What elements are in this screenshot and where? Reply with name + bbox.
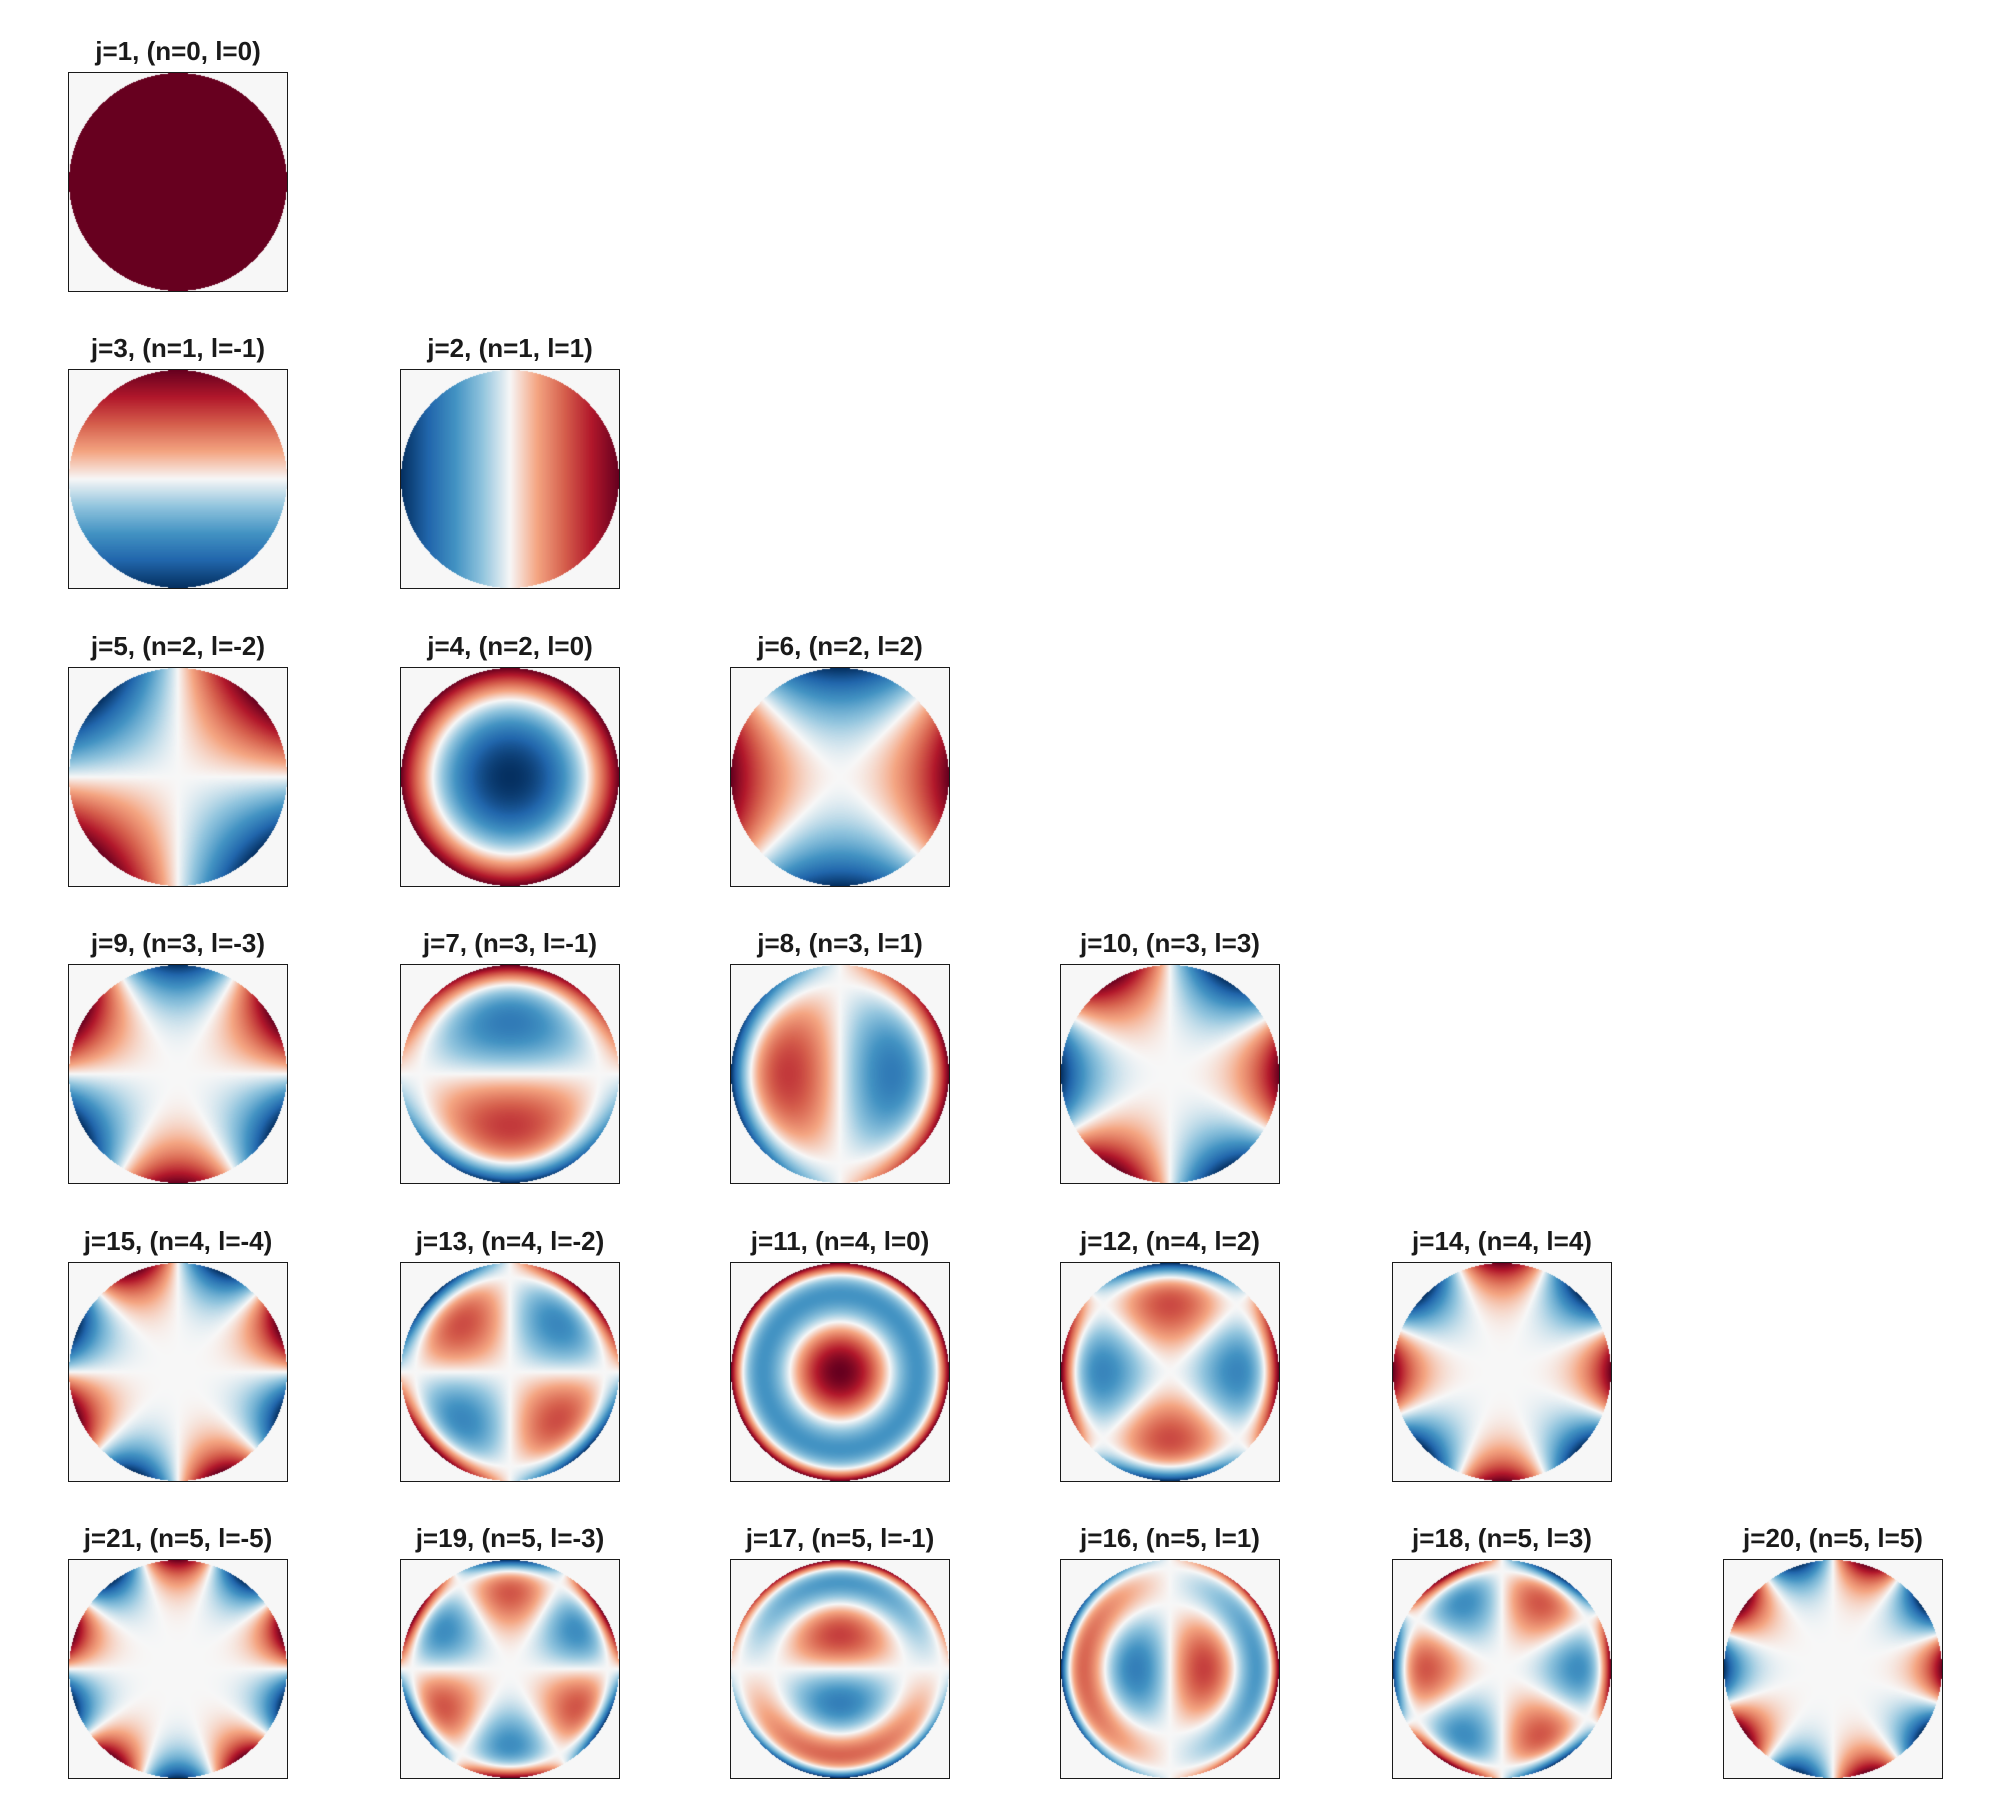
- panel-title: j=16, (n=5, l=1): [1080, 1523, 1260, 1553]
- zernike-panel: j=14, (n=4, l=4): [1392, 1224, 1612, 1484]
- zernike-heatmap: [401, 668, 619, 886]
- panel-title: j=7, (n=3, l=-1): [422, 928, 598, 958]
- zernike-panel: j=6, (n=2, l=2): [730, 629, 950, 889]
- zernike-plot: [400, 369, 620, 589]
- panel-title: j=20, (n=5, l=5): [1743, 1523, 1923, 1553]
- zernike-plot: [400, 1559, 620, 1779]
- panel-title: j=13, (n=4, l=-2): [415, 1226, 605, 1256]
- panel-title: j=8, (n=3, l=1): [757, 928, 923, 958]
- zernike-panel: j=3, (n=1, l=-1): [68, 331, 288, 591]
- panel-title: j=12, (n=4, l=2): [1080, 1226, 1260, 1256]
- zernike-plot: [400, 667, 620, 887]
- zernike-panel: j=8, (n=3, l=1): [730, 926, 950, 1186]
- panel-title: j=19, (n=5, l=-3): [415, 1523, 605, 1553]
- zernike-panel: j=5, (n=2, l=-2): [68, 629, 288, 889]
- zernike-panel: j=19, (n=5, l=-3): [400, 1521, 620, 1781]
- zernike-plot: [730, 1559, 950, 1779]
- zernike-panel: j=12, (n=4, l=2): [1060, 1224, 1280, 1484]
- zernike-panel: j=16, (n=5, l=1): [1060, 1521, 1280, 1781]
- panel-title: j=2, (n=1, l=1): [427, 333, 593, 363]
- zernike-panel: j=20, (n=5, l=5): [1723, 1521, 1943, 1781]
- zernike-heatmap: [1393, 1560, 1611, 1778]
- panel-title: j=14, (n=4, l=4): [1412, 1226, 1592, 1256]
- panel-title: j=21, (n=5, l=-5): [83, 1523, 273, 1553]
- zernike-heatmap: [401, 1263, 619, 1481]
- zernike-panel: j=2, (n=1, l=1): [400, 331, 620, 591]
- zernike-heatmap: [69, 668, 287, 886]
- zernike-heatmap: [1061, 1560, 1279, 1778]
- panel-title: j=11, (n=4, l=0): [750, 1226, 930, 1256]
- zernike-heatmap: [731, 668, 949, 886]
- zernike-heatmap: [1061, 1263, 1279, 1481]
- zernike-heatmap: [69, 73, 287, 291]
- zernike-plot: [1392, 1262, 1612, 1482]
- panel-title: j=10, (n=3, l=3): [1080, 928, 1260, 958]
- zernike-panel: j=1, (n=0, l=0): [68, 34, 288, 294]
- zernike-plot: [730, 1262, 950, 1482]
- zernike-heatmap: [731, 1560, 949, 1778]
- zernike-plot: [68, 667, 288, 887]
- zernike-plot: [1723, 1559, 1943, 1779]
- zernike-panel: j=15, (n=4, l=-4): [68, 1224, 288, 1484]
- zernike-heatmap: [401, 370, 619, 588]
- zernike-plot: [68, 1262, 288, 1482]
- zernike-panel: j=11, (n=4, l=0): [730, 1224, 950, 1484]
- panel-title: j=15, (n=4, l=-4): [83, 1226, 273, 1256]
- zernike-heatmap: [1061, 965, 1279, 1183]
- zernike-heatmap: [731, 1263, 949, 1481]
- zernike-heatmap: [401, 965, 619, 1183]
- zernike-panel: j=17, (n=5, l=-1): [730, 1521, 950, 1781]
- zernike-heatmap: [69, 1560, 287, 1778]
- zernike-panel: j=18, (n=5, l=3): [1392, 1521, 1612, 1781]
- zernike-panel: j=10, (n=3, l=3): [1060, 926, 1280, 1186]
- zernike-plot: [1060, 964, 1280, 1184]
- zernike-heatmap: [69, 1263, 287, 1481]
- zernike-heatmap: [1393, 1263, 1611, 1481]
- zernike-panel: j=21, (n=5, l=-5): [68, 1521, 288, 1781]
- zernike-plot: [1060, 1559, 1280, 1779]
- zernike-plot: [730, 964, 950, 1184]
- panel-title: j=4, (n=2, l=0): [427, 631, 593, 661]
- zernike-plot: [68, 369, 288, 589]
- panel-title: j=9, (n=3, l=-3): [90, 928, 266, 958]
- zernike-plot: [400, 1262, 620, 1482]
- zernike-plot: [1060, 1262, 1280, 1482]
- zernike-plot: [68, 72, 288, 292]
- zernike-heatmap: [69, 370, 287, 588]
- panel-title: j=17, (n=5, l=-1): [745, 1523, 935, 1553]
- panel-title: j=6, (n=2, l=2): [757, 631, 923, 661]
- zernike-plot: [400, 964, 620, 1184]
- panel-title: j=3, (n=1, l=-1): [90, 333, 266, 363]
- panel-title: j=1, (n=0, l=0): [95, 36, 261, 66]
- zernike-panel: j=13, (n=4, l=-2): [400, 1224, 620, 1484]
- zernike-heatmap: [69, 965, 287, 1183]
- zernike-heatmap: [401, 1560, 619, 1778]
- zernike-panel: j=7, (n=3, l=-1): [400, 926, 620, 1186]
- zernike-plot: [1392, 1559, 1612, 1779]
- zernike-heatmap: [731, 965, 949, 1183]
- zernike-panel: j=9, (n=3, l=-3): [68, 926, 288, 1186]
- zernike-panel: j=4, (n=2, l=0): [400, 629, 620, 889]
- zernike-plot: [68, 964, 288, 1184]
- zernike-plot: [68, 1559, 288, 1779]
- zernike-plot: [730, 667, 950, 887]
- panel-title: j=5, (n=2, l=-2): [90, 631, 266, 661]
- panel-title: j=18, (n=5, l=3): [1412, 1523, 1592, 1553]
- zernike-heatmap: [1724, 1560, 1942, 1778]
